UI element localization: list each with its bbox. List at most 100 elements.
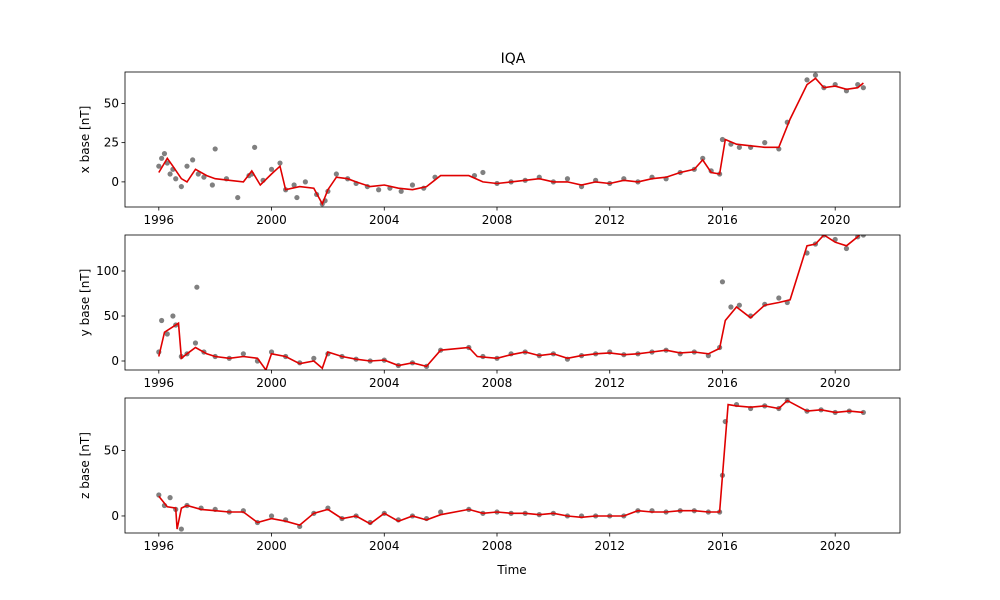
x-tick-label: 2016	[707, 539, 738, 553]
x-tick-label: 2004	[369, 539, 400, 553]
x-tick-label: 2020	[820, 539, 851, 553]
data-point	[409, 182, 416, 188]
data-point	[170, 313, 176, 319]
x-tick-label: 1996	[144, 376, 175, 390]
panel-2: 1996 2000 2004 2008 2012 2016 2020 0 50 100 y base…	[78, 234, 901, 390]
y-tick-label: 50	[104, 309, 119, 323]
data-point	[860, 235, 866, 238]
axes-frame	[124, 397, 901, 534]
data-point	[376, 187, 382, 193]
points-series	[156, 235, 866, 369]
y-axis-label: y base [nT]	[78, 269, 92, 337]
x-tick-label: 2012	[594, 213, 625, 227]
x-tick-label: 2008	[482, 213, 513, 227]
data-point	[159, 155, 165, 161]
data-point	[167, 171, 173, 177]
axes-frame	[124, 71, 901, 208]
plot-area	[156, 72, 866, 207]
x-tick-label: 2000	[256, 539, 287, 553]
y-tick-label: 50	[104, 443, 119, 457]
y-tick-label: 50	[104, 96, 119, 110]
data-point	[719, 136, 726, 143]
panel-1: 1996 2000 2004 2008 2012 2016 2020 0 25 50 x base …	[78, 71, 901, 227]
data-point	[178, 183, 184, 190]
data-point	[762, 140, 768, 146]
y-tick-label: 0	[111, 509, 119, 523]
data-point	[700, 155, 706, 161]
data-point	[178, 526, 184, 532]
data-point	[201, 174, 207, 180]
data-point	[190, 157, 196, 163]
data-point	[843, 245, 850, 252]
data-point	[235, 194, 241, 201]
fit-line	[158, 399, 864, 530]
data-point	[159, 317, 165, 324]
data-point	[156, 492, 162, 498]
data-point	[736, 302, 742, 308]
x-tick-label: 2020	[820, 213, 851, 227]
y-axis-label: x base [nT]	[78, 106, 92, 174]
y-tick-label: 25	[104, 136, 119, 150]
data-point	[240, 351, 246, 357]
data-point	[268, 513, 275, 519]
data-point	[776, 295, 782, 301]
data-point	[192, 340, 199, 346]
data-point	[268, 166, 275, 172]
data-point	[173, 176, 179, 182]
y-tick-label: 100	[96, 264, 119, 278]
data-point	[212, 146, 218, 152]
data-point	[311, 355, 317, 361]
x-tick-label: 2008	[482, 376, 513, 390]
axes-frame	[124, 234, 901, 371]
x-tick-label: 2004	[369, 376, 400, 390]
data-point	[164, 331, 170, 337]
data-point	[194, 284, 200, 290]
x-tick-label: 2000	[256, 376, 287, 390]
panels-group: 1996 2000 2004 2008 2012 2016 2020 0 25 50 x base …	[78, 71, 901, 553]
data-point	[156, 163, 162, 169]
data-point	[860, 85, 866, 91]
fit-line	[158, 77, 864, 206]
plot-area	[156, 398, 866, 532]
y-tick-label: 0	[111, 175, 119, 189]
points-series	[156, 398, 866, 532]
data-point	[209, 182, 215, 188]
x-tick-label: 2008	[482, 539, 513, 553]
y-axis-label: z base [nT]	[78, 432, 92, 499]
x-tick-label: 2004	[369, 213, 400, 227]
data-point	[736, 144, 742, 150]
data-point	[161, 151, 168, 157]
x-tick-label: 2020	[820, 376, 851, 390]
data-point	[291, 182, 297, 188]
data-point	[564, 176, 571, 182]
data-point	[719, 279, 726, 285]
data-point	[252, 144, 258, 150]
data-point	[804, 77, 810, 83]
panel-3: 1996 2000 2004 2008 2012 2016 2020 0 50 z base [n…	[78, 397, 901, 553]
data-point	[277, 160, 283, 166]
data-point	[333, 171, 339, 177]
x-tick-label: 2012	[594, 539, 625, 553]
data-point	[812, 72, 819, 78]
fit-line	[158, 235, 861, 370]
x-tick-label: 2016	[707, 213, 738, 227]
chart-title: IQA	[501, 51, 526, 67]
data-point	[184, 163, 190, 169]
x-tick-label: 1996	[144, 213, 175, 227]
y-tick-label: 0	[111, 354, 119, 368]
data-point	[195, 171, 201, 177]
plot-area	[156, 235, 866, 370]
x-tick-label: 2012	[594, 376, 625, 390]
data-point	[398, 188, 404, 194]
data-point	[438, 509, 444, 515]
x-tick-label: 1996	[144, 539, 175, 553]
data-point	[167, 495, 173, 501]
data-point	[728, 304, 734, 310]
data-point	[294, 194, 300, 201]
x-tick-label: 2000	[256, 213, 287, 227]
points-series	[156, 72, 866, 207]
data-point	[480, 169, 486, 176]
x-axis-label: Time	[496, 563, 526, 577]
x-tick-label: 2016	[707, 376, 738, 390]
